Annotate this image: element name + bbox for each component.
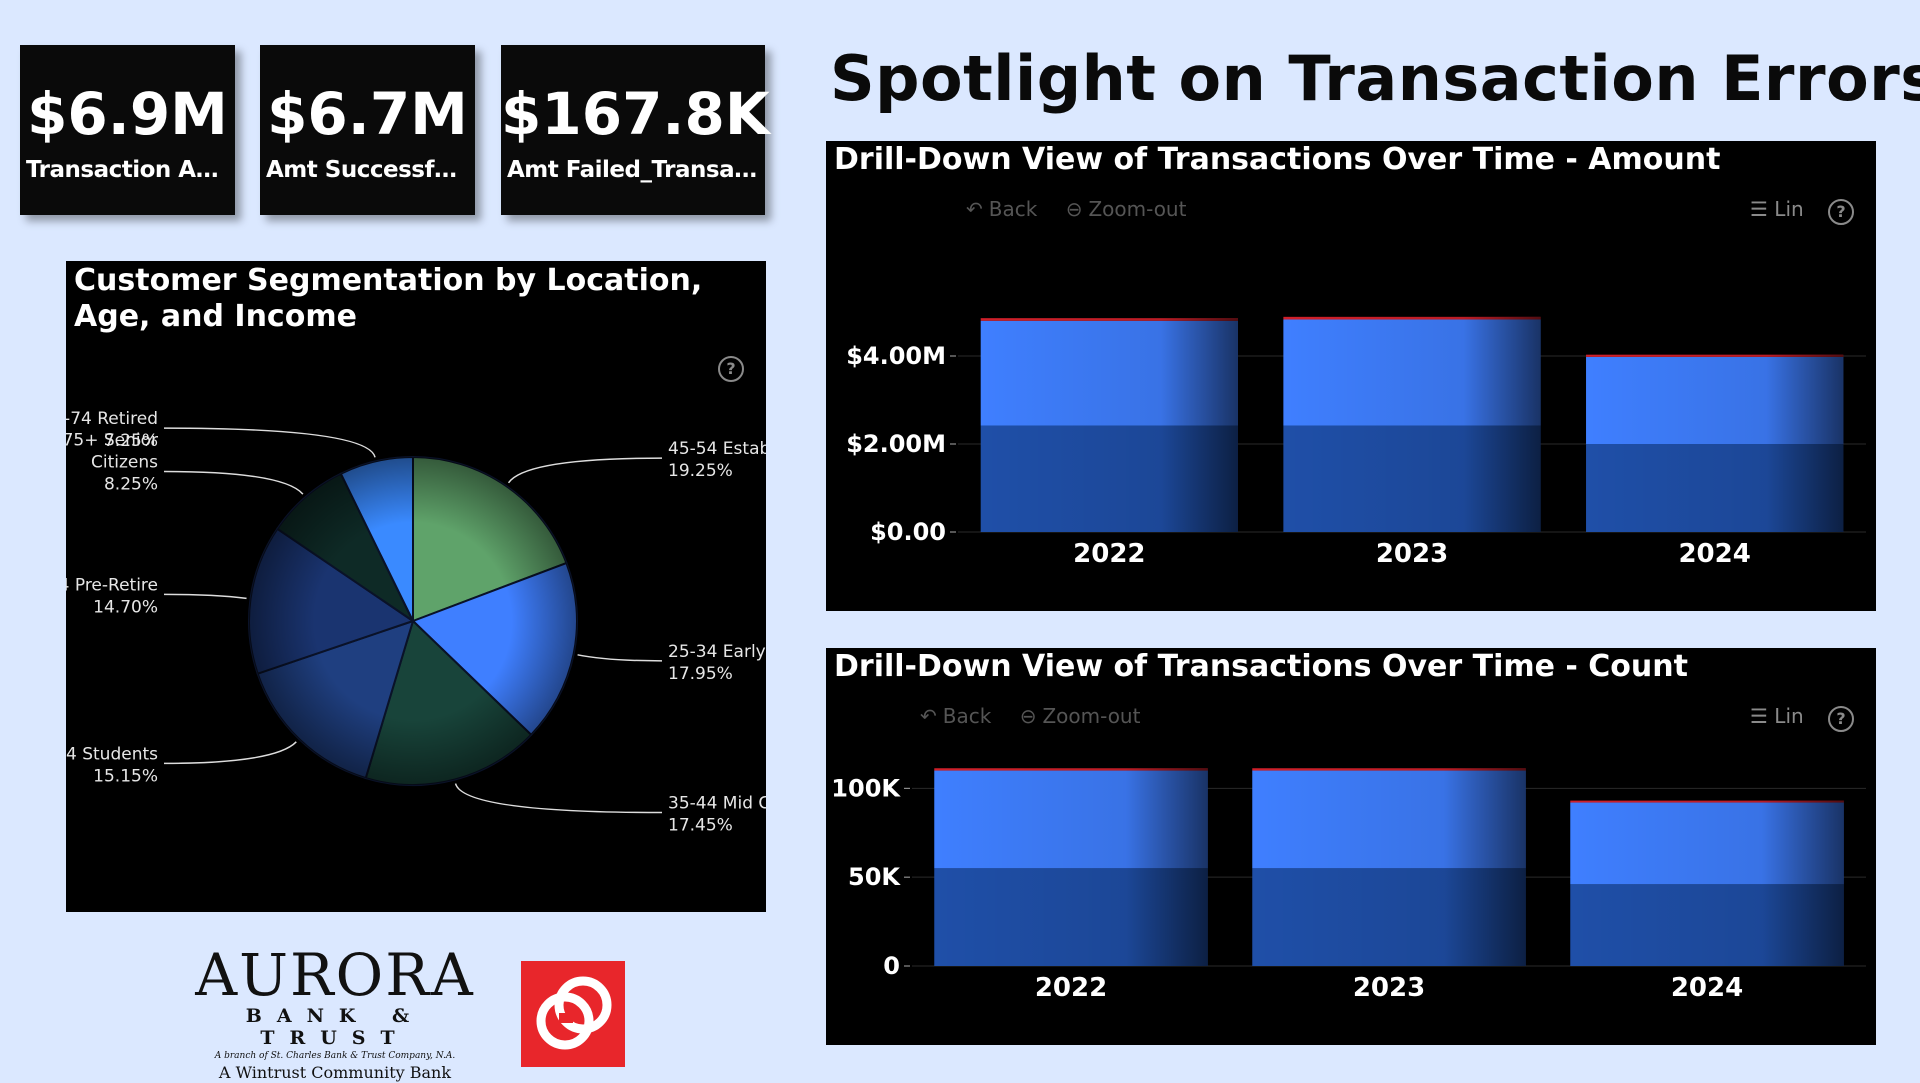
y-tick-label: 100K <box>831 774 901 802</box>
amount-bar-chart: $0.00 $2.00M $4.00M 2022 2023 2024 <box>846 316 1866 569</box>
pie-pct-label: 7.25% <box>104 431 158 451</box>
zoom-out-icon: ⊖ <box>1019 704 1037 728</box>
aurora-bank-logo: AURORA BANK & TRUST A branch of St. Char… <box>190 945 480 1083</box>
bar-segment[interactable] <box>980 318 1238 321</box>
pie-pct-label: 15.15% <box>93 766 158 786</box>
bar-segment[interactable] <box>1586 356 1844 444</box>
pie-slice-label: 45-54 Established <box>668 439 766 459</box>
y-tick-label: $0.00 <box>870 518 946 546</box>
kpi-label: Transaction Amt <box>26 157 230 183</box>
pie-pct-label: 17.95% <box>668 664 733 684</box>
bar-segment[interactable] <box>934 868 1208 966</box>
count-bar-chart: 0 50K 100K 2022 2023 2024 <box>831 768 1866 1003</box>
pie-chart-title: Customer Segmentation by Location, Age, … <box>74 263 703 334</box>
kpi-card-amt-failed[interactable]: $167.8K Amt Failed_Transact... <box>501 45 770 215</box>
bar-segment[interactable] <box>1252 868 1526 966</box>
kpi-label: Amt Failed_Transact... <box>507 157 765 183</box>
bar-segment[interactable] <box>1283 319 1541 426</box>
count-chart-panel[interactable]: Drill-Down View of Transactions Over Tim… <box>826 648 1876 1045</box>
bar-segment[interactable] <box>1252 768 1526 771</box>
kpi-value: $167.8K <box>501 80 770 148</box>
zoom-out-button[interactable]: ⊖ Zoom-out <box>1020 704 1141 728</box>
pie-slice-label: 18-24 Students <box>66 744 158 764</box>
kpi-card-amt-successful[interactable]: $6.7M Amt Successful ... <box>260 45 475 215</box>
help-icon[interactable]: ? <box>1828 706 1854 732</box>
pie-slice-label: 55-64 Pre-Retire <box>66 575 158 595</box>
lin-toggle[interactable]: ☰ Lin <box>1750 197 1804 221</box>
zoom-out-icon: ⊖ <box>1065 197 1083 221</box>
zoom-out-label: Zoom-out <box>1042 704 1141 728</box>
x-tick-label: 2022 <box>1035 973 1107 1003</box>
bar-segment[interactable] <box>1283 425 1541 532</box>
x-tick-label: 2024 <box>1671 973 1743 1003</box>
back-arrow-icon: ↶ <box>920 704 937 728</box>
pie-pct-label: 14.70% <box>93 597 158 617</box>
pie-slice-label: 35-44 Mid Career <box>668 794 766 814</box>
back-label: Back <box>942 704 992 728</box>
pie-pct-label: 8.25% <box>104 474 158 494</box>
pie-leader-line <box>163 427 376 458</box>
x-tick-label: 2023 <box>1376 539 1448 569</box>
back-label: Back <box>988 197 1038 221</box>
x-tick-label: 2024 <box>1678 539 1750 569</box>
pie-slice-label: 65-74 Retired <box>66 409 158 429</box>
bar-segment[interactable] <box>1570 800 1844 803</box>
pie-leader-line <box>507 457 663 484</box>
pie-slice-label: 25-34 Early Career <box>668 642 766 662</box>
y-tick-label: $2.00M <box>846 430 946 458</box>
x-tick-label: 2023 <box>1353 973 1425 1003</box>
count-chart-title: Drill-Down View of Transactions Over Tim… <box>834 649 1688 684</box>
pie-leader-line <box>163 741 297 765</box>
back-button[interactable]: ↶ Back <box>966 197 1037 221</box>
amount-chart-title: Drill-Down View of Transactions Over Tim… <box>834 142 1721 177</box>
logo-tagline: A branch of St. Charles Bank & Trust Com… <box>214 1051 456 1061</box>
kpi-label: Amt Successful ... <box>266 157 475 183</box>
logo-bank-trust: BANK & TRUST <box>245 1005 425 1049</box>
pie-leader-line <box>577 654 663 662</box>
bar-segment[interactable] <box>980 425 1238 532</box>
help-icon[interactable]: ? <box>1828 199 1854 225</box>
logo-wintrust-text: A Wintrust Community Bank <box>218 1063 452 1082</box>
pie-slice-label: 75+ Senior <box>66 430 158 450</box>
bar-segment[interactable] <box>1252 770 1526 869</box>
lin-label: Lin <box>1774 704 1804 728</box>
bar-segment[interactable] <box>1586 444 1844 532</box>
wintrust-logo-icon <box>521 961 625 1067</box>
bar-segment[interactable] <box>1570 884 1844 966</box>
y-tick-label: 50K <box>848 863 901 891</box>
logo-name: AURORA <box>195 941 475 1009</box>
pie-slice-label: Citizens <box>91 452 158 472</box>
pie-pct-label: 17.45% <box>668 816 733 836</box>
zoom-out-button[interactable]: ⊖ Zoom-out <box>1066 197 1187 221</box>
lin-label: Lin <box>1774 197 1804 221</box>
bar-segment[interactable] <box>1586 354 1844 357</box>
bar-segment[interactable] <box>934 770 1208 869</box>
back-button[interactable]: ↶ Back <box>920 704 991 728</box>
pie-leader-line <box>163 593 247 600</box>
amount-chart-panel[interactable]: Drill-Down View of Transactions Over Tim… <box>826 141 1876 611</box>
bar-segment[interactable] <box>980 320 1238 426</box>
pie-chart: 45-54 Established19.25% 25-34 Early Caree… <box>66 409 766 836</box>
kpi-card-transaction-amt[interactable]: $6.9M Transaction Amt <box>20 45 235 215</box>
page-title: Spotlight on Transaction Errors <box>830 42 1920 115</box>
lin-toggle[interactable]: ☰ Lin <box>1750 704 1804 728</box>
kpi-value: $6.7M <box>267 80 468 148</box>
y-tick-label: $4.00M <box>846 342 946 370</box>
pie-chart-panel[interactable]: Customer Segmentation by Location, Age, … <box>66 261 766 912</box>
list-icon: ☰ <box>1750 704 1768 728</box>
x-tick-label: 2022 <box>1073 539 1145 569</box>
bar-segment[interactable] <box>1283 316 1541 320</box>
bar-segment[interactable] <box>1570 802 1844 885</box>
help-icon[interactable]: ? <box>718 356 744 382</box>
kpi-value: $6.9M <box>27 80 228 148</box>
bar-segment[interactable] <box>934 768 1208 771</box>
pie-pct-label: 19.25% <box>668 461 733 481</box>
back-arrow-icon: ↶ <box>966 197 983 221</box>
pie-leader-line <box>454 783 663 814</box>
pie-leader-line <box>163 470 304 495</box>
y-tick-label: 0 <box>883 952 900 980</box>
list-icon: ☰ <box>1750 197 1768 221</box>
zoom-out-label: Zoom-out <box>1088 197 1187 221</box>
